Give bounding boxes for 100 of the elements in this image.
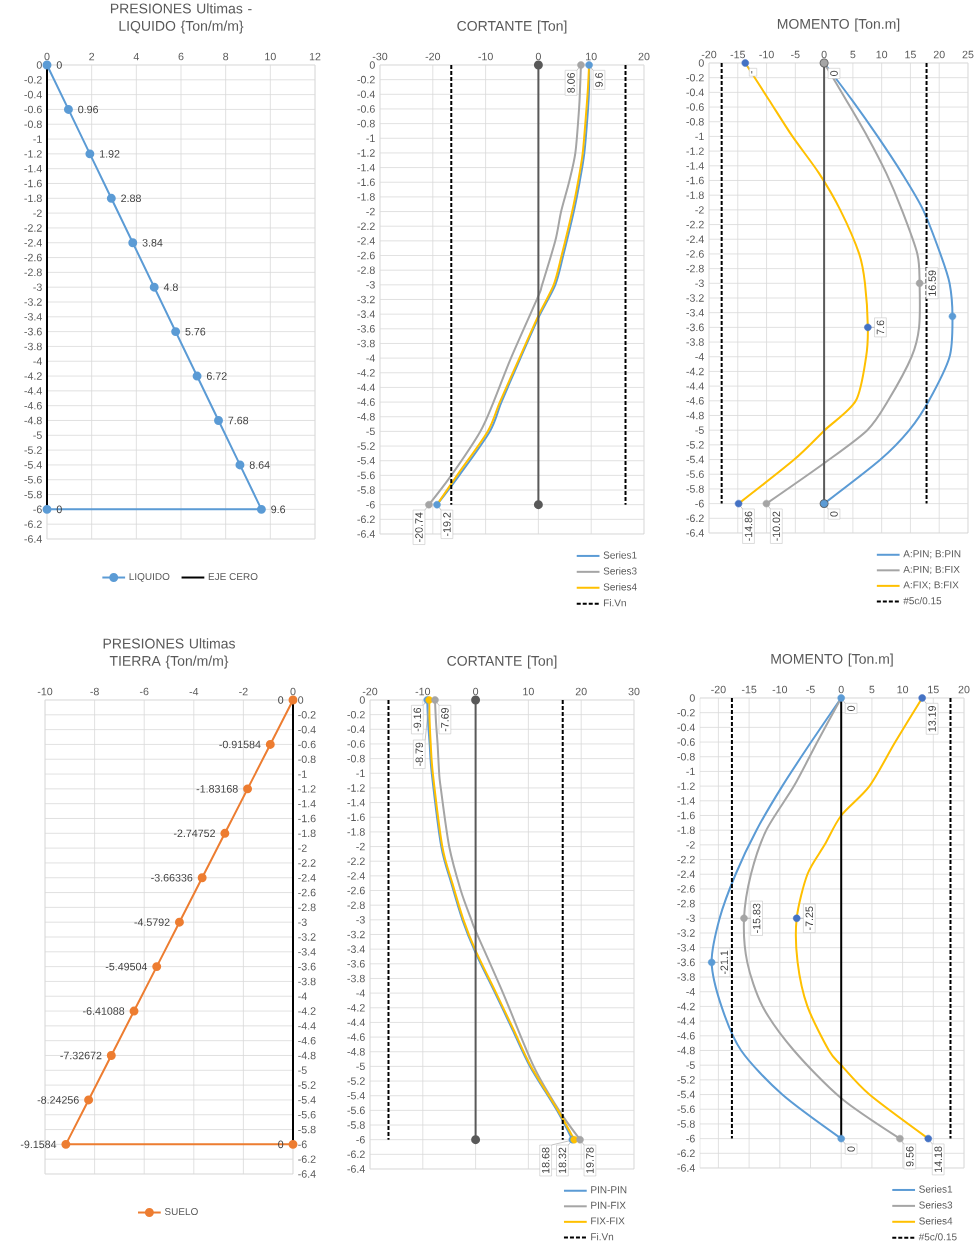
- annotation: 18.68: [541, 1147, 550, 1174]
- annotation: -9.16: [413, 707, 422, 732]
- annotation: -6.41088: [83, 1007, 125, 1015]
- annotation: 0: [56, 61, 62, 69]
- y-tick-label: -2: [366, 207, 375, 216]
- x-tick-label: 0: [535, 52, 541, 61]
- x-tick-label: 10: [265, 52, 276, 61]
- y-tick-label: -2.6: [298, 888, 316, 897]
- y-tick-label: -2.4: [347, 872, 365, 880]
- y-tick-label: -5: [33, 431, 42, 440]
- y-tick-label: -4: [686, 988, 695, 996]
- annotation: 0.96: [78, 105, 99, 114]
- x-tick-label: 20: [575, 687, 587, 696]
- legend-label: PIN-FIX: [591, 1201, 626, 1209]
- y-tick-label: -4: [356, 989, 365, 997]
- x-tick-label: -20: [362, 687, 378, 696]
- y-tick-label: -3: [686, 914, 695, 923]
- y-tick-label: -6.2: [24, 520, 42, 528]
- y-tick-label: 0: [369, 61, 375, 69]
- y-tick-label: -6: [366, 500, 375, 509]
- annotation: 18.32: [558, 1147, 567, 1174]
- annotation: -10.02: [772, 511, 781, 541]
- y-tick-label: -2.2: [298, 859, 316, 867]
- y-tick-label: -6.2: [686, 514, 704, 523]
- y-tick-label: -2.6: [357, 251, 375, 260]
- x-tick-label: -5: [791, 50, 800, 59]
- legend-label: A:PIN; B:PIN: [903, 550, 961, 559]
- y-tick-label: -0.2: [347, 710, 365, 719]
- y-tick-label: -2.8: [686, 264, 704, 273]
- x-tick-label: 0: [821, 50, 827, 59]
- x-tick-label: -10: [772, 685, 788, 694]
- y-tick-label: -1.2: [298, 785, 316, 793]
- y-tick-label: -1.6: [686, 176, 704, 185]
- y-tick-label: -6.4: [686, 529, 704, 537]
- y-tick-label: -4.4: [357, 383, 375, 392]
- annotation: -5.49504: [105, 962, 148, 971]
- y-tick-label: -0.8: [686, 117, 704, 126]
- y-tick-label: -3.2: [298, 933, 316, 941]
- y-tick-label: -0.2: [686, 73, 704, 82]
- y-tick-label: -3: [695, 279, 704, 288]
- y-tick-label: -5.8: [24, 490, 42, 499]
- y-tick-label: -2.4: [298, 874, 316, 882]
- y-tick-label: -3.2: [686, 294, 704, 302]
- y-tick-label: -3.6: [347, 960, 365, 968]
- y-tick-label: -1.6: [357, 178, 375, 187]
- y-tick-label: -6.4: [347, 1165, 365, 1173]
- y-tick-label: -1.4: [357, 163, 375, 172]
- annotation: -2.74752: [173, 829, 215, 838]
- chart-title: PRESIONES Ultimas TIERRA {Ton/m/m}: [103, 638, 235, 669]
- y-tick-label: -2.4: [24, 239, 42, 247]
- y-tick-label: -5.8: [347, 1121, 365, 1129]
- y-tick-label: -3.8: [686, 338, 704, 346]
- annotation: 4.8: [163, 283, 178, 291]
- annotation: -9.1584: [20, 1140, 57, 1149]
- annotation: 9.56: [906, 1146, 914, 1167]
- y-tick-label: -5.4: [357, 456, 375, 465]
- chart-title: MOMENTO [Ton.m]: [771, 653, 893, 667]
- y-tick-label: -6: [695, 499, 704, 508]
- y-tick-label: -2.4: [357, 237, 375, 245]
- x-tick-label: 4: [133, 52, 139, 61]
- x-tick-label: -4: [189, 687, 199, 696]
- annotation: -15.83: [752, 903, 761, 933]
- y-tick-label: -1: [366, 134, 375, 142]
- y-tick-label: -4.2: [347, 1004, 365, 1012]
- y-tick-label: -0.8: [24, 120, 42, 129]
- x-tick-label: -20: [425, 52, 441, 61]
- y-tick-label: -0.8: [298, 755, 316, 764]
- x-tick-label: 8: [223, 52, 229, 61]
- y-tick-label: -2: [298, 844, 307, 852]
- y-tick-label: -5.8: [357, 486, 375, 494]
- y-tick-label: -2.8: [677, 899, 695, 908]
- x-tick-label: -10: [37, 687, 53, 696]
- annotation: -1.83168: [196, 785, 238, 793]
- y-tick-label: -3.4: [24, 313, 42, 321]
- y-tick-label: 0: [698, 59, 704, 67]
- annotation: 0: [847, 1146, 855, 1152]
- annotation: -4.5792: [134, 918, 170, 926]
- y-tick-label: -3.8: [357, 339, 375, 348]
- x-tick-label: -15: [741, 685, 757, 694]
- x-tick-label: 0: [44, 52, 50, 61]
- x-tick-label: -10: [478, 52, 493, 61]
- y-tick-label: -4.8: [347, 1047, 365, 1056]
- y-tick-label: -3: [298, 918, 307, 926]
- y-tick-label: -5.4: [347, 1091, 365, 1100]
- y-tick-label: -6: [356, 1135, 365, 1144]
- y-tick-label: -4: [33, 357, 42, 365]
- y-tick-label: -1.8: [24, 194, 42, 203]
- x-tick-label: -20: [701, 50, 717, 59]
- y-tick-label: -2.4: [677, 870, 695, 878]
- x-tick-label: 20: [933, 50, 945, 59]
- y-tick-label: -1.6: [24, 179, 42, 188]
- y-tick-label: -1.4: [677, 797, 695, 805]
- y-tick-label: -3.2: [357, 295, 375, 304]
- x-tick-label: 30: [628, 687, 640, 696]
- legend-label: EJE CERO: [208, 573, 258, 581]
- y-tick-label: -3.2: [677, 929, 695, 937]
- y-tick-label: -4.6: [677, 1032, 695, 1040]
- y-tick-label: -4.2: [686, 367, 704, 376]
- y-tick-label: -5: [298, 1066, 307, 1075]
- y-tick-label: -3.4: [677, 943, 695, 952]
